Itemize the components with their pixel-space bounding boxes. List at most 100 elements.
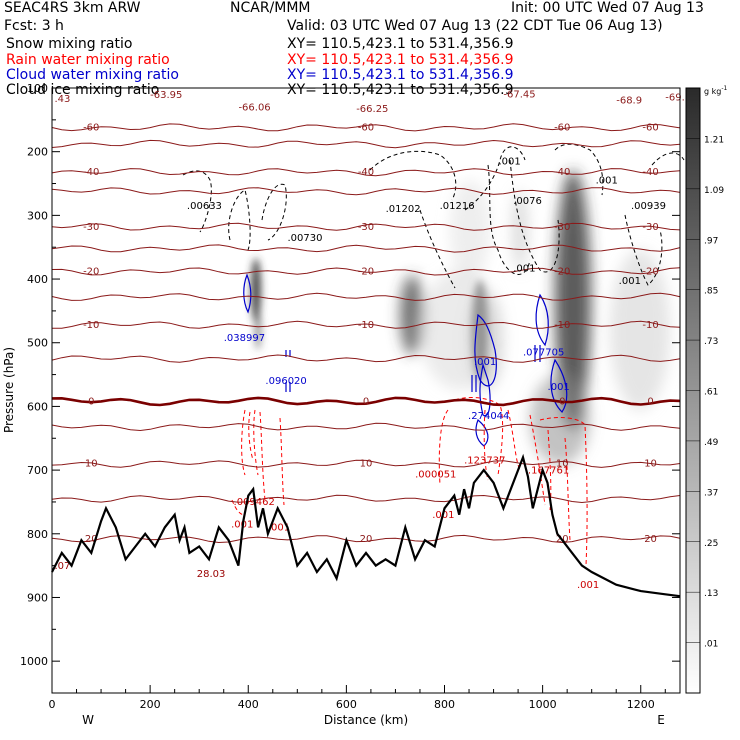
maximum-value-label: .038997 <box>224 333 265 344</box>
temperature-contour-label: -40 <box>554 167 570 178</box>
maximum-value-label: .0076 <box>513 196 542 207</box>
temperature-contour-label: -60 <box>358 122 374 133</box>
field-xy-snow: XY= 110.5,423.1 to 531.4,356.9 <box>287 36 514 52</box>
maximum-value-label: .077705 <box>523 347 564 358</box>
temperature-contour-label: -10 <box>554 320 570 331</box>
top-extreme-label: -66.06 <box>238 102 270 113</box>
temperature-contour-label: -60 <box>642 122 658 133</box>
field-name-cloud-water: Cloud water mixing ratio <box>6 67 179 83</box>
colorbar-label: .13 <box>704 589 718 599</box>
temperature-contour-line <box>51 222 681 231</box>
maximum-value-label: .001 <box>513 263 535 274</box>
maximum-value-label: .001 <box>268 523 290 534</box>
temperature-contour-line <box>51 354 681 363</box>
colorbar-bands <box>686 138 700 643</box>
top-extreme-label: -66.25 <box>356 104 388 115</box>
maximum-value-label: .001 <box>498 156 520 167</box>
temperature-contour-label: 20 <box>644 534 657 545</box>
terrain-line <box>51 453 681 598</box>
temperature-contour-label: -20 <box>83 266 99 277</box>
shading-layer <box>400 170 670 465</box>
y-tick-label: 200 <box>27 146 48 159</box>
top-extreme-label: -69. <box>665 93 685 104</box>
x-axis-ticks: 0 200 400 600 800 1000 1200 <box>49 685 666 711</box>
temperature-contour-line <box>51 422 681 432</box>
temperature-contour-label: 10 <box>85 459 98 470</box>
x-axis-west-label: W <box>82 713 94 727</box>
x-tick-label: 600 <box>336 698 357 711</box>
colorbar-label: .61 <box>704 388 718 398</box>
temperature-contours <box>51 123 681 544</box>
colorbar-label: .97 <box>704 236 718 246</box>
top-extreme-label: .43 <box>54 94 70 105</box>
colorbar-label: .25 <box>704 539 718 549</box>
y-tick-label: 800 <box>27 528 48 541</box>
maximum-value-label: .00939 <box>631 201 666 212</box>
temperature-contour-label: -20 <box>642 266 658 277</box>
temperature-contour-label: 10 <box>644 459 657 470</box>
field-name-snow: Snow mixing ratio <box>6 36 133 52</box>
colorbar-label: .73 <box>704 337 718 347</box>
top-extreme-label: -63.95 <box>150 90 182 101</box>
temperature-contour-label: -40 <box>642 167 658 178</box>
maximum-value-label: 28.03 <box>197 569 226 580</box>
maximum-value-label: .001 <box>596 176 618 187</box>
temperature-contour-label: -60 <box>554 122 570 133</box>
y-tick-label: 500 <box>27 337 48 350</box>
y-axis-label: Pressure (hPa) <box>2 347 16 433</box>
temperature-contour-label: 0 <box>88 396 94 407</box>
colorbar-unit: g kg-1 <box>704 85 728 96</box>
maximum-value-label: .001 <box>577 580 599 591</box>
fcst-label: Fcst: 3 h <box>4 18 64 34</box>
x-axis-label: Distance (km) <box>324 713 408 727</box>
maximum-value-label: .096020 <box>265 376 306 387</box>
org-label: NCAR/MMM <box>230 0 311 16</box>
init-label: Init: 00 UTC Wed 07 Aug 13 <box>511 0 704 16</box>
colorbar-label: 1.21 <box>704 135 724 145</box>
temperature-contour-label: -10 <box>83 320 99 331</box>
temperature-contour-line <box>51 292 681 301</box>
temperature-contour-label: -20 <box>358 266 374 277</box>
colorbar-label: .85 <box>704 287 718 297</box>
temperature-contour-label: -30 <box>83 222 99 233</box>
temperature-contour-label: -30 <box>554 222 570 233</box>
top-extreme-label: -67.45 <box>503 90 535 101</box>
maximum-value-label: .01216 <box>440 201 475 212</box>
maximum-value-label: .001 <box>474 357 496 368</box>
temperature-contour-line <box>51 267 681 276</box>
x-tick-label: 1200 <box>627 698 655 711</box>
y-tick-label: 300 <box>27 209 48 222</box>
temperature-contour-label: 0 <box>363 396 369 407</box>
x-tick-label: 800 <box>434 698 455 711</box>
temperature-contour-line <box>51 494 681 504</box>
temperature-contour-line <box>51 534 681 544</box>
field-xy-cloud-ice: XY= 110.5,423.1 to 531.4,356.9 <box>287 82 514 98</box>
maximum-value-label: .001 <box>619 276 641 287</box>
colorbar-label: .37 <box>704 488 718 498</box>
temperature-contour-line <box>51 187 681 196</box>
x-axis-east-label: E <box>657 713 665 727</box>
temperature-contour-line <box>51 244 681 253</box>
temperature-contour-label: -60 <box>83 122 99 133</box>
temperature-contour-label: -10 <box>642 320 658 331</box>
y-tick-label: 400 <box>27 273 48 286</box>
temperature-contour-label: 0 <box>559 396 565 407</box>
x-tick-label: 200 <box>140 698 161 711</box>
y-tick-label: 700 <box>27 464 48 477</box>
colorbar-label: 1.09 <box>704 186 724 196</box>
temperature-contour-line <box>51 396 681 407</box>
maximum-value-label: .167761 <box>528 465 569 476</box>
maximum-value-label: .07 <box>54 561 70 572</box>
temperature-contour-label: -10 <box>358 320 374 331</box>
temperature-contour-line <box>51 459 681 468</box>
maximum-value-label: .000051 <box>415 470 456 481</box>
temperature-contour-label: 10 <box>556 459 569 470</box>
maximum-value-label: .274044 <box>468 411 509 422</box>
field-xy-cloud-water: XY= 110.5,423.1 to 531.4,356.9 <box>287 67 514 83</box>
valid-label: Valid: 03 UTC Wed 07 Aug 13 (22 CDT Tue … <box>287 18 663 34</box>
maximum-value-label: .00730 <box>288 233 323 244</box>
field-xy-rain: XY= 110.5,423.1 to 531.4,356.9 <box>287 52 514 68</box>
temperature-contour-label: -40 <box>83 167 99 178</box>
